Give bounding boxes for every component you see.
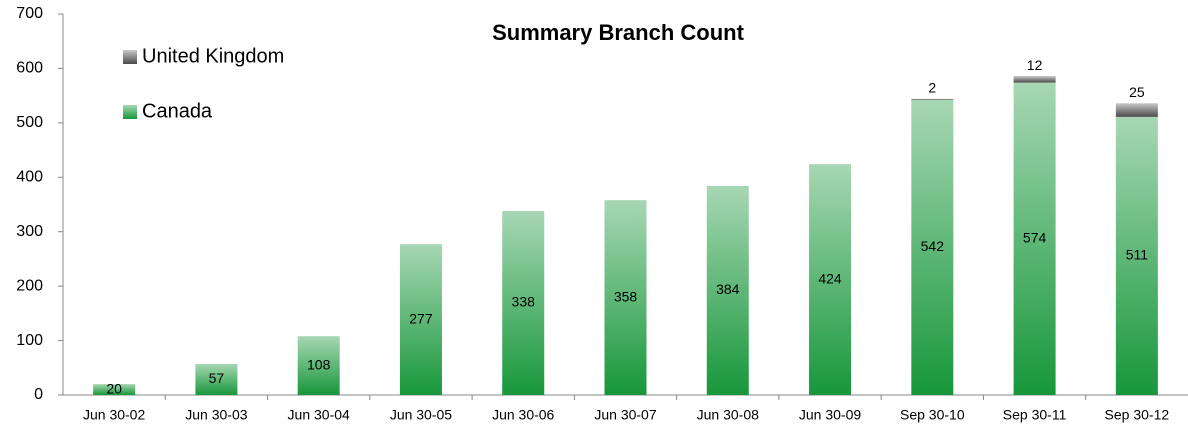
- y-tick-label: 200: [16, 277, 43, 294]
- value-label: 108: [307, 356, 331, 372]
- value-label: 542: [921, 238, 945, 254]
- chart-title: Summary Branch Count: [492, 20, 744, 45]
- bar: [93, 384, 136, 395]
- x-tick-label: Sep 30-10: [900, 407, 965, 423]
- bar: [1115, 116, 1158, 396]
- x-tick-label: Jun 30-04: [288, 407, 350, 423]
- x-tick-label: Jun 30-07: [594, 407, 656, 423]
- bar: [706, 185, 749, 395]
- bar: [911, 99, 954, 396]
- x-tick-label: Jun 30-08: [697, 407, 759, 423]
- x-tick-label: Jun 30-03: [185, 407, 247, 423]
- bar: [502, 211, 545, 395]
- bar: [911, 98, 954, 100]
- x-tick-label: Sep 30-11: [1003, 407, 1067, 423]
- legend-label: United Kingdom: [142, 45, 284, 67]
- y-tick-label: 700: [16, 5, 43, 22]
- y-tick-label: 100: [16, 332, 43, 349]
- legend-label: Canada: [142, 100, 213, 122]
- bar: [809, 164, 852, 395]
- y-tick-label: 0: [34, 386, 43, 403]
- value-label: 25: [1129, 84, 1145, 100]
- value-label: 277: [409, 310, 433, 326]
- bar: [1013, 82, 1056, 395]
- x-tick-label: Jun 30-09: [799, 407, 861, 423]
- value-label: 511: [1126, 247, 1149, 263]
- y-tick-label: 400: [16, 169, 43, 186]
- bar: [297, 336, 340, 395]
- value-label: 358: [614, 288, 638, 304]
- bar: [1013, 76, 1056, 83]
- x-tick-label: Jun 30-05: [390, 407, 452, 423]
- bar: [604, 200, 647, 395]
- y-tick-label: 300: [16, 223, 43, 240]
- legend-swatch: [123, 50, 137, 64]
- x-tick-label: Jun 30-06: [492, 407, 554, 423]
- value-label: 424: [818, 270, 842, 286]
- bar: [399, 244, 442, 395]
- y-tick-label: 500: [16, 114, 43, 131]
- value-label: 57: [209, 370, 225, 386]
- y-tick-label: 600: [16, 60, 43, 77]
- value-label: 2: [928, 80, 936, 96]
- value-label: 384: [716, 281, 740, 297]
- legend-swatch: [123, 105, 137, 119]
- bar: [1115, 103, 1158, 117]
- value-label: 338: [512, 294, 536, 310]
- bar: [195, 363, 238, 395]
- x-tick-label: Jun 30-02: [83, 407, 145, 423]
- value-label: 20: [106, 380, 122, 396]
- x-tick-label: Sep 30-12: [1105, 407, 1170, 423]
- value-label: 12: [1027, 57, 1043, 73]
- value-label: 574: [1023, 229, 1047, 245]
